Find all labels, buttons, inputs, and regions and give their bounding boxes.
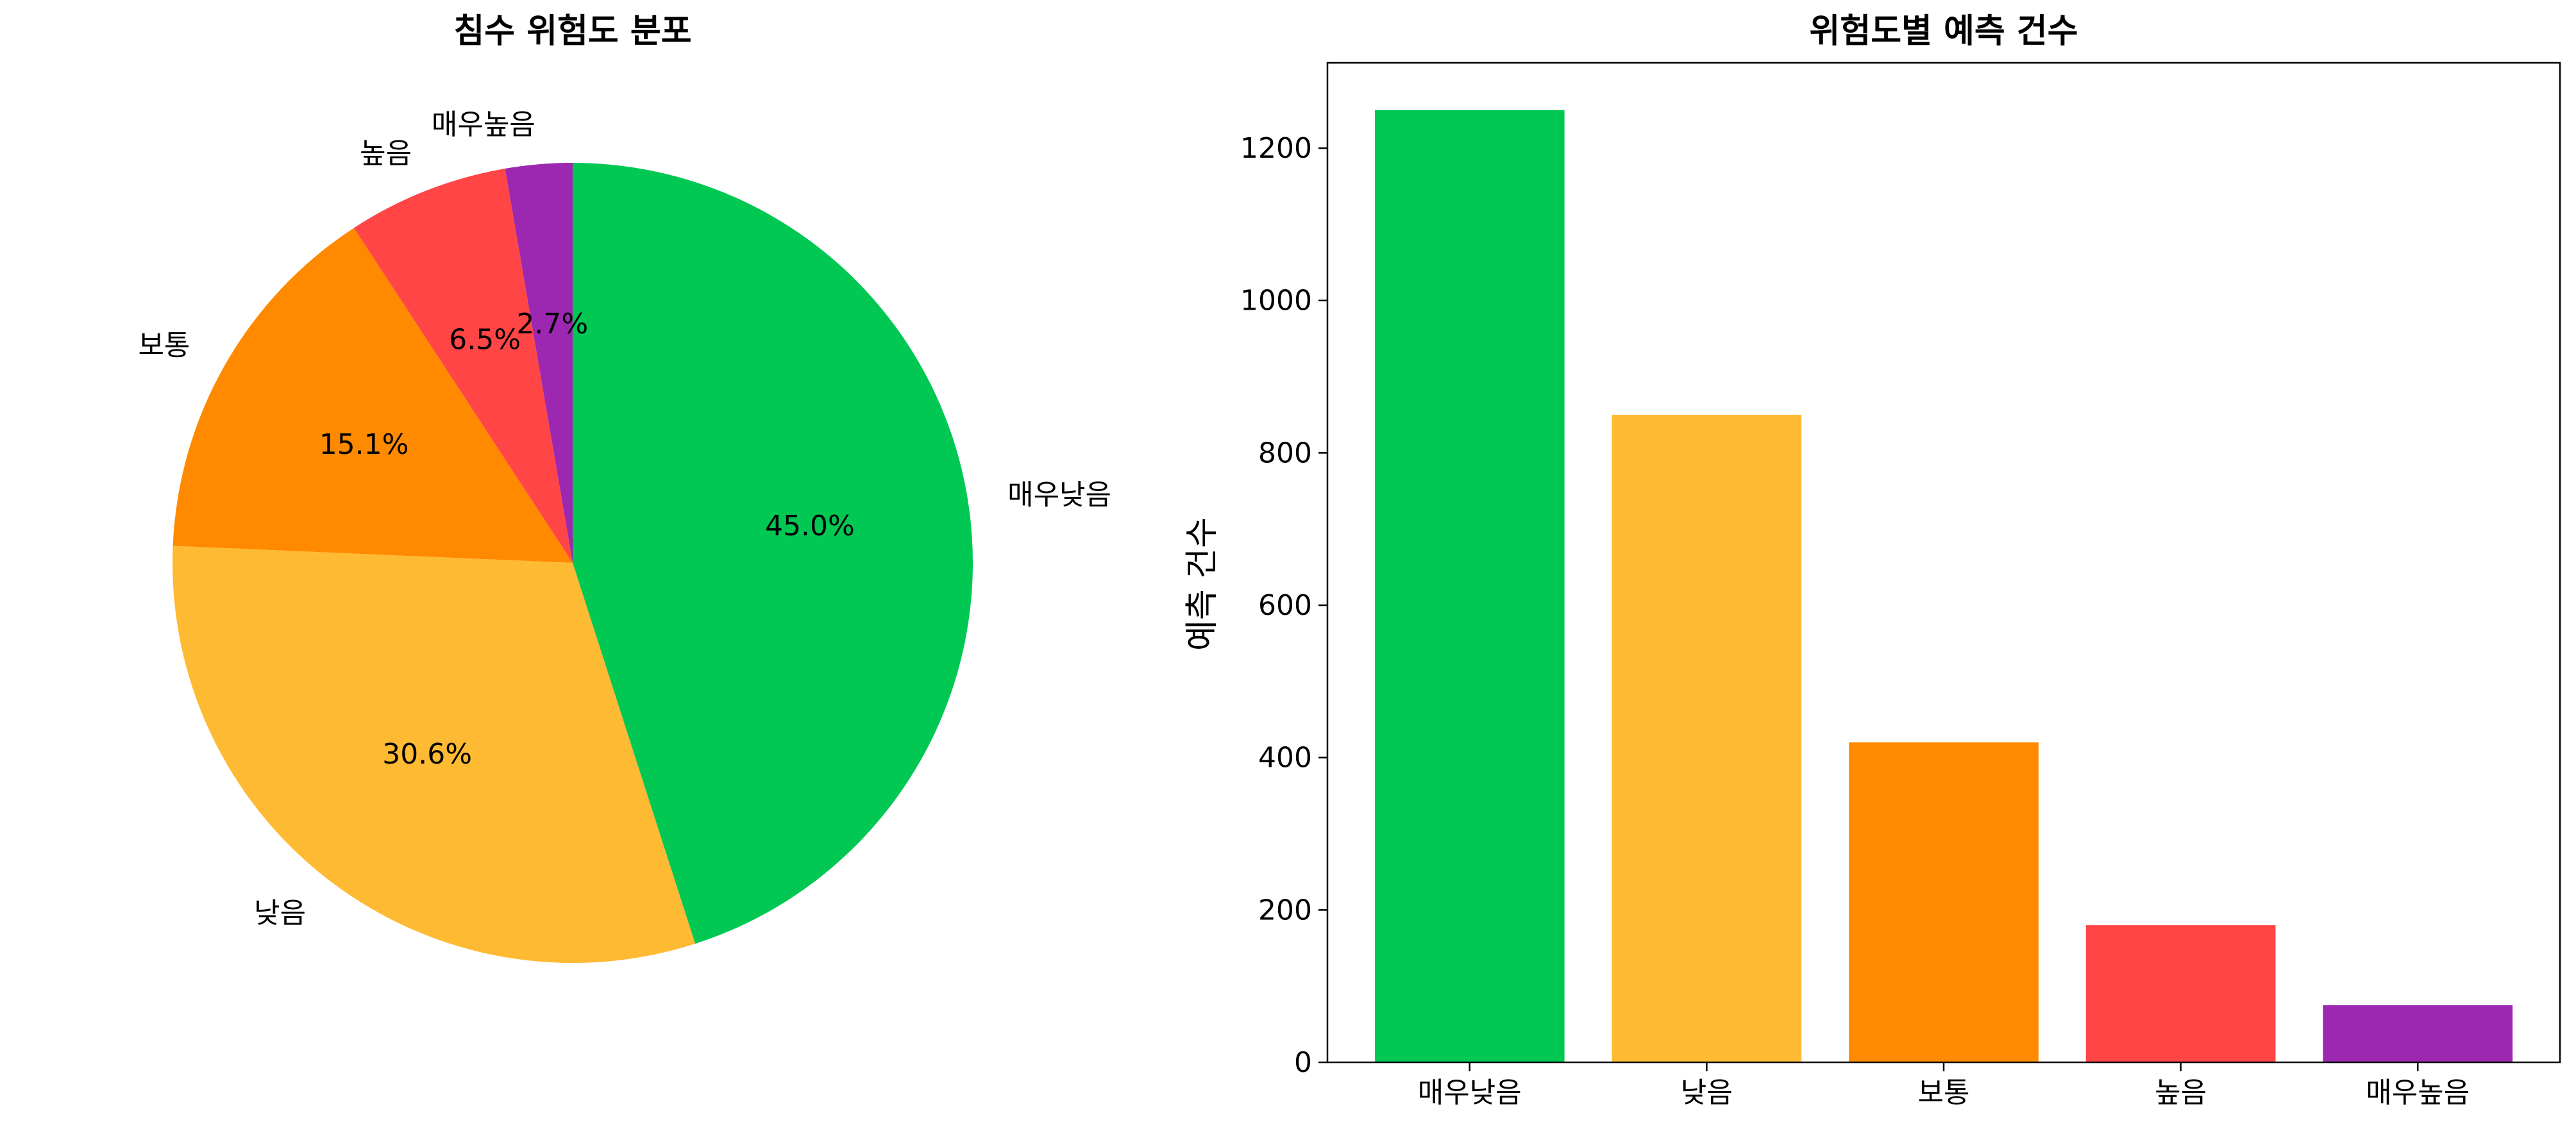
pie-chart-title: 침수 위험도 분포 (453, 12, 691, 51)
pie-percent-label-item-2: 6.5% (449, 324, 521, 356)
pie-percent-label-item-4: 30.6% (382, 738, 472, 771)
y-tick-label-3: 600 (1258, 589, 1312, 622)
pie-category-label-item-2: 높음 (360, 137, 412, 170)
pie-percent-label-item-1: 2.7% (516, 308, 588, 340)
x-tick-label-item-5: 매우높음 (2366, 1076, 2470, 1109)
bar-item-1 (1374, 110, 1565, 1063)
y-axis-label: 예측 건수 (1183, 517, 1222, 651)
pie-category-label-item-1: 매우높음 (432, 108, 535, 141)
x-tick-label-item-1: 매우낮음 (1418, 1076, 1522, 1109)
pie-slices (173, 163, 973, 964)
y-tick-label-6: 1200 (1240, 132, 1312, 165)
pie-percent-label-item-5: 45.0% (765, 510, 855, 542)
pie-slice-item-1 (505, 163, 573, 563)
plot-frame (1326, 62, 2561, 1064)
pie-slice-item-3 (173, 228, 573, 564)
bar-chart: 위험도별 예측 건수 매우낮음 낮음 보통 높음 매우높음 0 200 400 600 800 10… (1183, 12, 2561, 1109)
pie-percent-label-item-3: 15.1% (319, 428, 409, 461)
y-tick-label-5: 1000 (1240, 285, 1312, 317)
bar-chart-title: 위험도별 예측 건수 (1810, 12, 2078, 51)
pie-slice-item-4 (173, 546, 696, 964)
x-tick-label-item-3: 보통 (1918, 1076, 1970, 1109)
y-tick-label-0: 0 (1294, 1046, 1312, 1079)
bar-axes: 매우낮음 낮음 보통 높음 매우높음 0 200 400 600 800 1000 1200 (1240, 62, 2561, 1109)
bar-item-5 (2323, 1005, 2513, 1062)
bar-item-4 (2085, 925, 2276, 1062)
y-tick-label-2: 400 (1258, 742, 1312, 774)
pie-slice-item-2 (353, 168, 573, 563)
pie-slice-item-5 (573, 163, 973, 944)
bar-marks (1374, 110, 2513, 1063)
x-tick-label-item-2: 낮음 (1681, 1076, 1733, 1109)
pie-category-label-item-4: 낮음 (254, 897, 306, 930)
bar-item-2 (1612, 414, 1802, 1062)
x-tick-label-item-4: 높음 (2155, 1076, 2207, 1109)
y-tick-label-4: 800 (1258, 437, 1312, 469)
bar-item-3 (1849, 742, 2039, 1062)
y-tick-label-1: 200 (1258, 894, 1312, 926)
pie-chart: 침수 위험도 분포 매우높음2.7%높음6.5%보통15.1%낮음30.6%매우… (138, 12, 1111, 964)
pie-category-label-item-3: 보통 (138, 330, 190, 362)
pie-labels: 매우높음 2.7% 높음 6.5% 보통 15.1% 낮음 30.6% 매우낮음 45.0% (138, 108, 1111, 930)
pie-category-label-item-5: 매우낮음 (1007, 479, 1111, 512)
